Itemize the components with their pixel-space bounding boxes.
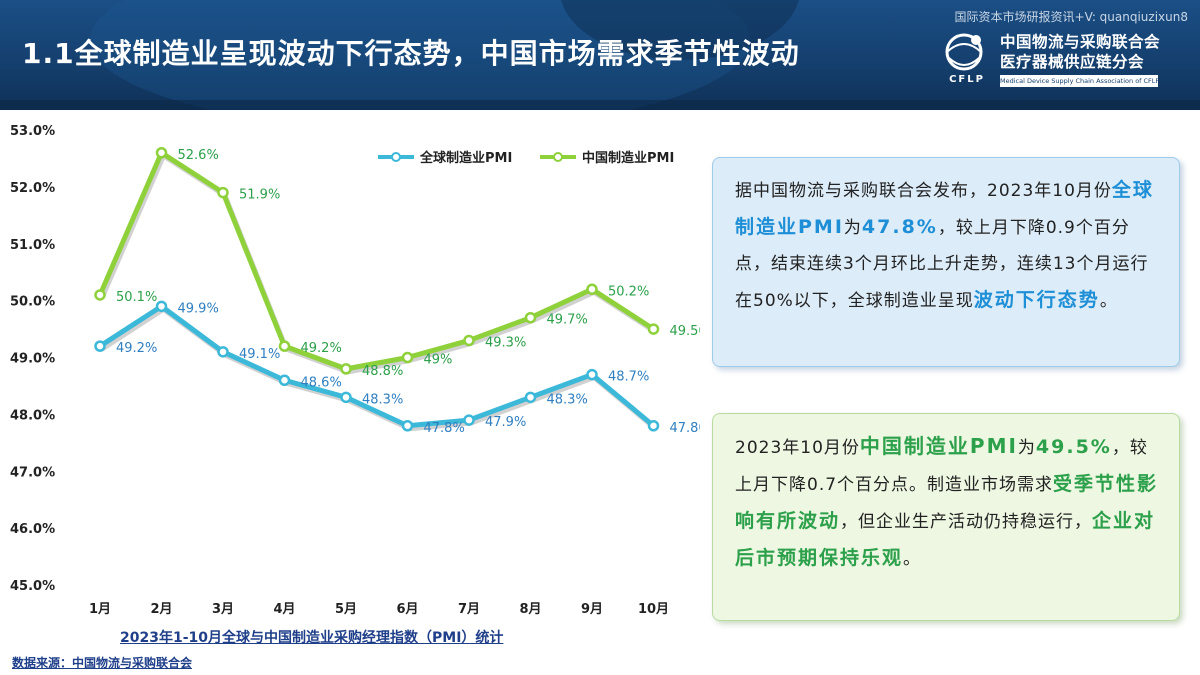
x-tick-label: 6月 (396, 602, 418, 617)
watermark-text: 国际资本市场研报资讯+V: quanqiuzixun8 (954, 10, 1188, 24)
data-point (586, 283, 598, 295)
china-text-3: ，较上月下降0.7个百分点。制造业市场需求 (735, 438, 1148, 495)
slide-title: 1.1全球制造业呈现波动下行态势，中国市场需求季节性波动 (22, 37, 800, 70)
data-point (463, 334, 475, 347)
data-point (524, 391, 537, 404)
data-point (524, 311, 537, 324)
data-point (155, 300, 168, 313)
data-point (340, 363, 352, 375)
global-pmi-value: 47.8% (861, 216, 938, 238)
china-seasonal-highlight: 受季节性影响有所波动 (735, 473, 1159, 532)
legend-marker (391, 152, 401, 162)
data-point (401, 351, 414, 364)
data-label: 47.80% (670, 421, 701, 436)
global-text-1: 据中国物流与采购联合会发布，2023年10月份 (735, 181, 1112, 201)
data-point (401, 420, 414, 432)
china-outlook-highlight: 企业对后市预期保持乐观 (735, 510, 1156, 569)
data-label: 48.8% (362, 364, 403, 379)
x-tick-label: 3月 (212, 602, 234, 617)
data-point (217, 346, 229, 358)
data-label: 51.9% (239, 188, 280, 203)
chart-caption: 2023年1-10月全球与中国制造业采购经理指数（PMI）统计 (120, 630, 504, 646)
data-point (94, 289, 106, 301)
data-label: 48.6% (301, 375, 342, 390)
data-point (340, 391, 352, 404)
data-point (647, 420, 660, 432)
header-decoration (0, 0, 1200, 110)
china-text-4: ，但企业生产活动仍持稳运行， (840, 512, 1093, 532)
data-label: 48.3% (362, 392, 403, 407)
china-pmi-summary-text: 2023年10月份中国制造业PMI为49.5%，较上月下降0.7个百分点。制造业… (735, 428, 1163, 577)
data-label: 49.9% (178, 301, 219, 316)
y-tick-label: 46.0% (10, 522, 55, 537)
data-point (586, 368, 598, 381)
data-label: 49.2% (116, 341, 157, 356)
data-label: 50.2% (608, 284, 649, 299)
data-label: 52.6% (178, 148, 219, 163)
data-point (647, 323, 660, 335)
china-pmi-value: 49.5% (1035, 436, 1112, 458)
y-tick-label: 45.0% (10, 579, 55, 594)
y-tick-label: 49.0% (10, 352, 55, 367)
china-text-2: 为 (1017, 438, 1036, 458)
y-tick-label: 50.0% (10, 295, 55, 310)
global-text-3: ，较上月下降0.9个百分点，结束连续3个月环比上升走势，连续13个月运行在50%… (735, 218, 1149, 311)
series-line (97, 303, 656, 429)
series-line (97, 150, 656, 372)
global-text-2: 为 (843, 218, 862, 238)
data-point (94, 340, 106, 352)
data-label: 49.3% (485, 335, 526, 350)
data-source: 数据来源：中国物流与采购联合会 (12, 656, 193, 670)
y-tick-label: 53.0% (10, 124, 55, 139)
logo-abbr: CFLP (949, 74, 985, 85)
x-tick-label: 7月 (458, 602, 480, 617)
y-tick-label: 47.0% (10, 465, 55, 480)
x-tick-label: 2月 (150, 602, 172, 617)
data-label: 48.7% (608, 370, 649, 385)
x-tick-label: 1月 (89, 602, 111, 617)
legend-label: 中国制造业PMI (582, 150, 674, 166)
global-pmi-highlight: 全球制造业PMI (735, 179, 1154, 238)
legend-marker (553, 152, 563, 162)
china-pmi-highlight: 中国制造业PMI (859, 434, 1018, 458)
data-label: 49% (424, 353, 453, 368)
data-label: 50.1% (116, 290, 157, 305)
x-tick-label: 5月 (335, 602, 357, 617)
data-point (278, 374, 291, 386)
data-label: 47.9% (485, 415, 526, 430)
china-pmi-summary-box: 2023年10月份中国制造业PMI为49.5%，较上月下降0.7个百分点。制造业… (712, 413, 1180, 621)
x-tick-label: 9月 (581, 602, 603, 617)
data-point (278, 340, 291, 352)
x-tick-label: 8月 (519, 602, 541, 617)
data-label: 48.3% (547, 392, 588, 407)
logo-name-line2: 医疗器械供应链分会 (1000, 53, 1145, 71)
y-tick-label: 52.0% (10, 181, 55, 196)
cflp-logo-icon (945, 33, 983, 71)
y-tick-label: 51.0% (10, 238, 55, 253)
data-point (217, 186, 229, 199)
y-tick-label: 48.0% (10, 408, 55, 423)
data-label: 49.2% (301, 341, 342, 356)
data-label: 49.1% (239, 347, 280, 362)
x-tick-label: 10月 (638, 602, 669, 617)
global-text-4: 。 (1099, 291, 1118, 311)
series-line-shadow (99, 153, 657, 375)
data-label: 49.50% (670, 324, 701, 339)
x-tick-label: 4月 (273, 602, 295, 617)
data-label: 47.8% (424, 421, 465, 436)
data-point (155, 147, 168, 159)
legend-label: 全球制造业PMI (419, 150, 512, 166)
data-label: 49.7% (547, 313, 588, 328)
china-text-5: 。 (903, 549, 922, 569)
global-trend-highlight: 波动下行态势 (973, 289, 1100, 311)
logo-name-line1: 中国物流与采购联合会 (1000, 33, 1161, 51)
global-pmi-summary-box: 据中国物流与采购联合会发布，2023年10月份全球制造业PMI为47.8%，较上… (712, 157, 1180, 367)
global-pmi-summary-text: 据中国物流与采购联合会发布，2023年10月份全球制造业PMI为47.8%，较上… (735, 172, 1163, 319)
logo-english-name: Medical Device Supply Chain Association … (1000, 75, 1158, 87)
header-banner: 1.1全球制造业呈现波动下行态势，中国市场需求季节性波动 国际资本市场研报资讯+… (0, 0, 1200, 110)
china-text-1: 2023年10月份 (735, 438, 860, 458)
pmi-line-chart: 45.0% 46.0% 47.0% 48.0% 49.0% 50.0% 51.0% 52.0%… (0, 110, 700, 675)
chart-svg: 45.0% 46.0% 47.0% 48.0% 49.0% 50.0% 51.0% 52.0%… (10, 124, 701, 617)
data-point (463, 414, 475, 426)
